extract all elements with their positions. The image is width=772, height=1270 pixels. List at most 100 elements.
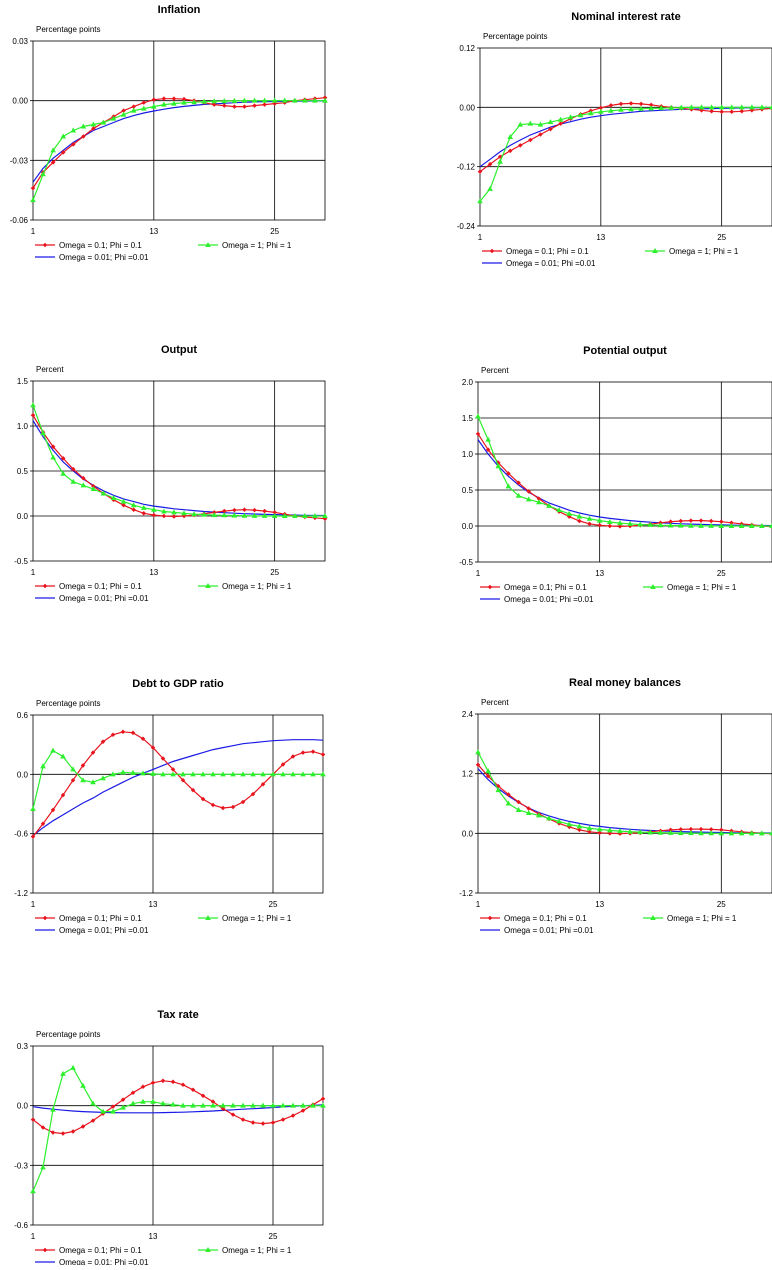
- data-point-red: [60, 1131, 66, 1136]
- data-point-green: [50, 454, 56, 460]
- y-tick-label: 0.5: [462, 486, 474, 495]
- x-tick-label: 25: [717, 569, 726, 578]
- data-point-green: [100, 775, 106, 781]
- data-point-red: [617, 524, 623, 529]
- data-point-green: [507, 134, 514, 139]
- data-point-red: [70, 1129, 76, 1134]
- data-point-red: [678, 518, 684, 524]
- data-point-green: [281, 97, 288, 103]
- data-point-green: [90, 779, 96, 785]
- data-point-red: [290, 1113, 296, 1118]
- legend-label-blue: Omega = 0.01; Phi =0.01: [59, 594, 149, 603]
- data-point-green: [50, 747, 56, 753]
- data-point-green: [566, 510, 573, 516]
- data-point-green: [80, 1082, 86, 1088]
- legend-label-blue: Omega = 0.01; Phi =0.01: [506, 259, 596, 268]
- data-point-green: [606, 827, 613, 833]
- legend-label-blue: Omega = 0.01; Phi =0.01: [504, 926, 594, 935]
- x-tick-label: 1: [31, 227, 36, 236]
- data-point-green: [201, 511, 207, 517]
- data-point-green: [140, 1098, 146, 1104]
- y-tick-label: 1.5: [462, 414, 474, 423]
- data-point-red: [151, 512, 157, 518]
- data-point-green: [260, 1102, 266, 1108]
- legend-marker-red: [42, 242, 48, 248]
- data-point-red: [141, 511, 147, 516]
- data-point-red: [320, 1096, 326, 1101]
- data-point-red: [200, 1093, 206, 1098]
- data-point-green: [302, 97, 308, 103]
- data-point-green: [30, 197, 36, 203]
- data-point-green: [527, 120, 534, 126]
- data-point-green: [688, 104, 695, 110]
- data-point-red: [160, 1078, 166, 1084]
- data-point-green: [596, 826, 603, 832]
- data-point-green: [181, 99, 187, 105]
- data-point-green: [171, 100, 177, 106]
- data-point-green: [190, 1102, 196, 1108]
- data-point-red: [280, 1117, 286, 1122]
- data-point-green: [647, 521, 654, 527]
- data-point-red: [250, 1120, 256, 1125]
- x-tick-label: 25: [717, 233, 726, 242]
- y-tick-label: 0.3: [17, 1042, 29, 1051]
- legend-marker-red: [42, 1247, 48, 1253]
- data-point-green: [759, 523, 765, 528]
- data-point-green: [485, 436, 491, 442]
- data-point-green: [708, 104, 715, 110]
- data-point-green: [80, 482, 87, 488]
- data-point-green: [567, 114, 574, 120]
- data-point-red: [50, 160, 56, 165]
- data-point-red: [252, 103, 257, 108]
- data-point-green: [50, 1106, 56, 1112]
- data-point-red: [538, 132, 543, 137]
- data-point-green: [300, 1102, 306, 1108]
- series-line-blue: [477, 439, 772, 527]
- y-unit-label: Percent: [481, 366, 509, 375]
- data-point-green: [728, 104, 735, 110]
- data-point-green: [302, 513, 308, 518]
- data-point-green: [221, 98, 228, 104]
- data-point-green: [201, 98, 207, 104]
- plot-frame: [477, 381, 772, 563]
- data-point-green: [100, 119, 107, 125]
- data-point-green: [60, 753, 66, 759]
- data-point-green: [250, 1102, 256, 1108]
- data-point-green: [677, 830, 684, 836]
- legend-label-red: Omega = 0.1; Phi = 0.1: [504, 583, 587, 592]
- chart-title: Output: [161, 344, 197, 356]
- data-point-green: [320, 1102, 326, 1108]
- data-point-green: [90, 486, 97, 491]
- data-point-red: [60, 150, 66, 155]
- data-point-green: [648, 105, 654, 111]
- data-point-green: [271, 97, 278, 103]
- data-point-green: [647, 829, 654, 835]
- legend-label-green: Omega = 1; Phi = 1: [667, 914, 737, 923]
- data-point-red: [506, 471, 511, 476]
- data-point-green: [658, 105, 665, 111]
- y-unit-label: Percentage points: [36, 1030, 101, 1039]
- data-point-green: [290, 1102, 296, 1108]
- data-point-green: [280, 771, 286, 777]
- data-point-green: [240, 771, 246, 777]
- data-point-green: [110, 115, 117, 121]
- series-line-blue: [32, 420, 325, 517]
- y-tick-label: -1.2: [459, 889, 473, 898]
- data-point-red: [220, 805, 226, 811]
- data-point-red: [577, 518, 582, 524]
- data-point-green: [628, 106, 634, 112]
- data-point-red: [141, 100, 147, 105]
- data-point-green: [546, 815, 552, 821]
- data-point-green: [617, 828, 623, 834]
- data-point-green: [40, 763, 46, 769]
- chart-panel: Output Percent -0.5 0.0 0.5 1.0 1.5 1 13 25 Omega …: [14, 344, 328, 603]
- legend-marker-red: [42, 583, 48, 589]
- data-point-green: [667, 829, 674, 835]
- data-point-red: [698, 518, 704, 523]
- data-point-green: [290, 771, 296, 777]
- data-point-green: [312, 513, 318, 518]
- data-point-green: [50, 147, 56, 153]
- data-point-green: [110, 1108, 116, 1114]
- series-line-green: [32, 100, 325, 201]
- data-point-red: [290, 754, 296, 759]
